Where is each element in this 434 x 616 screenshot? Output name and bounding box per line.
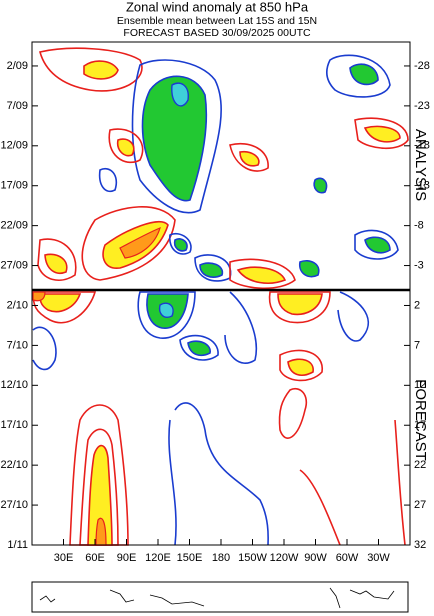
- y-tick-label: 17/09: [0, 180, 28, 192]
- y2-tick-label: -28: [414, 60, 430, 72]
- x-tick-label: 60E: [85, 552, 105, 564]
- y2-tick-label: -18: [414, 140, 430, 152]
- y-tick-label: 12/09: [0, 140, 28, 152]
- y-tick-label: 1/11: [7, 539, 28, 551]
- x-tick-label: 180: [212, 552, 230, 564]
- y-tick-label: 2/10: [7, 299, 28, 311]
- y-tick-label: 22/09: [0, 220, 28, 232]
- x-tick-label: 90E: [117, 552, 137, 564]
- chart-subtitle: Ensemble mean between Lat 15S and 15N: [117, 15, 317, 27]
- x-tick-label: 150W: [238, 552, 267, 564]
- y2-tick-label: 22: [414, 459, 426, 471]
- y2-tick-label: 12: [414, 379, 426, 391]
- x-tick-label: 120W: [270, 552, 299, 564]
- y2-tick-label: 27: [414, 499, 426, 511]
- y-tick-label: 7/10: [7, 339, 28, 351]
- y-tick-label: 2/09: [7, 60, 28, 72]
- analysis-label: ANALYSIS: [412, 129, 429, 201]
- y2-tick-label: -13: [414, 180, 430, 192]
- y2-tick-label: 32: [414, 539, 426, 551]
- map-inset: [31, 581, 409, 613]
- y2-tick-label: -8: [414, 220, 424, 232]
- forecast-label: FORECAST: [412, 379, 429, 461]
- annotation: FORECAST BASED 30/09/2025 00UTC: [123, 27, 311, 39]
- y2-tick-label: 2: [414, 299, 420, 311]
- y-tick-label: 12/10: [0, 379, 28, 391]
- contours: [32, 47, 409, 546]
- y2-tick-label: 17: [414, 419, 426, 431]
- coastline: [39, 587, 395, 609]
- x-tick-label: 150E: [177, 552, 203, 564]
- chart-title: Zonal wind anomaly at 850 hPa: [126, 0, 309, 14]
- x-tick-label: 30W: [367, 552, 390, 564]
- x-tick-label: 120E: [145, 552, 171, 564]
- x-tick-label: 30E: [54, 552, 74, 564]
- y2-tick-label: 7: [414, 339, 420, 351]
- y2-tick-label: -3: [414, 259, 424, 271]
- y-tick-label: 27/10: [0, 499, 28, 511]
- y-tick-label: 7/09: [7, 100, 28, 112]
- y-tick-label: 17/10: [0, 419, 28, 431]
- y2-tick-label: -23: [414, 100, 430, 112]
- x-tick-label: 60W: [336, 552, 359, 564]
- y-tick-label: 27/09: [0, 259, 28, 271]
- y-tick-label: 22/10: [0, 459, 28, 471]
- x-tick-label: 90W: [304, 552, 327, 564]
